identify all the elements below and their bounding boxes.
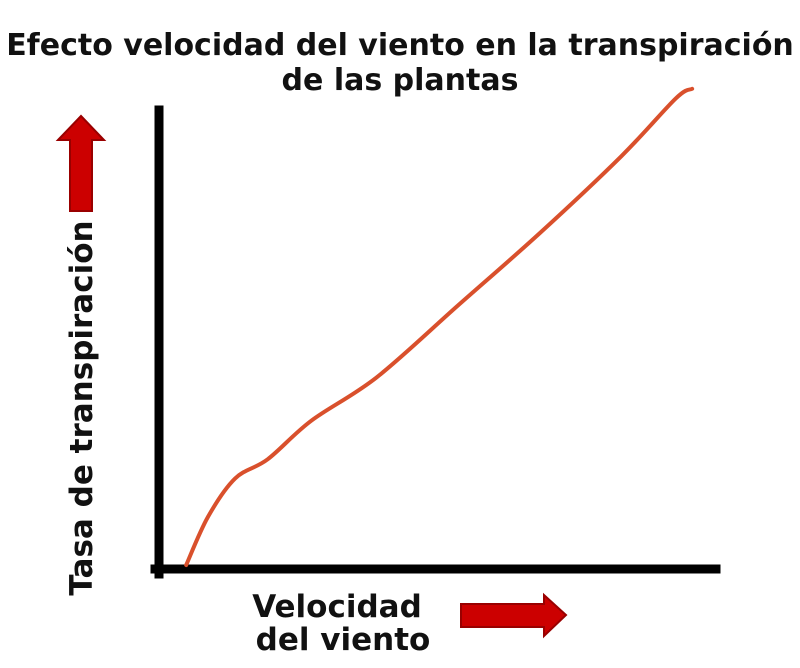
right-arrow-icon [460, 592, 568, 639]
series-layer [184, 86, 695, 567]
chart-title-line1: Efecto velocidad del viento en la transp… [6, 28, 794, 63]
y-axis-label: Tasa de transpiración [64, 220, 100, 595]
x-axis-label-line1: Velocidad [252, 589, 422, 625]
series-line-0 [184, 86, 695, 567]
x-axis-label-line2: del viento [256, 622, 431, 658]
up-arrow-icon [55, 114, 107, 212]
chart-title-line2: de las plantas [282, 63, 519, 98]
